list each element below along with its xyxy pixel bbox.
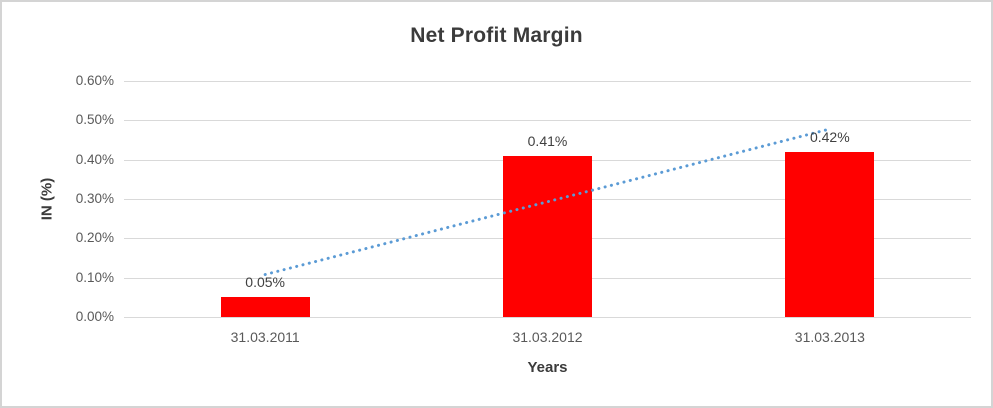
data-label: 0.42%	[809, 128, 850, 145]
gridline	[124, 81, 971, 82]
x-tick-label: 31.03.2012	[512, 329, 583, 345]
y-tick-label: 0.40%	[75, 151, 114, 167]
bar-31.03.2012	[503, 155, 592, 317]
data-label: 0.05%	[245, 274, 285, 291]
y-tick-label: 0.30%	[75, 191, 114, 206]
plot-area: 0.60% 0.50% 0.40% 0.30% 0.20% 0.10% 0.00% 0.05%…	[76, 73, 971, 345]
gridline	[124, 317, 971, 318]
gridline	[124, 120, 971, 122]
y-tick-label: 0.00%	[75, 309, 114, 324]
y-tick-label: 0.20%	[75, 230, 114, 246]
bar-31.03.2011	[220, 297, 310, 317]
data-label: 0.41%	[527, 132, 568, 149]
chart-title: Net Profit Margin	[410, 24, 583, 47]
x-tick-label: 31.03.2011	[230, 329, 300, 345]
bar-31.03.2013	[785, 151, 875, 317]
y-tick-label: 0.10%	[75, 269, 114, 285]
x-axis-title: Years	[527, 359, 568, 376]
x-tick-label: 31.03.2013	[794, 329, 865, 345]
y-tick-label: 0.60%	[75, 73, 114, 88]
y-tick-label: 0.50%	[75, 112, 114, 128]
trendline	[263, 127, 832, 277]
